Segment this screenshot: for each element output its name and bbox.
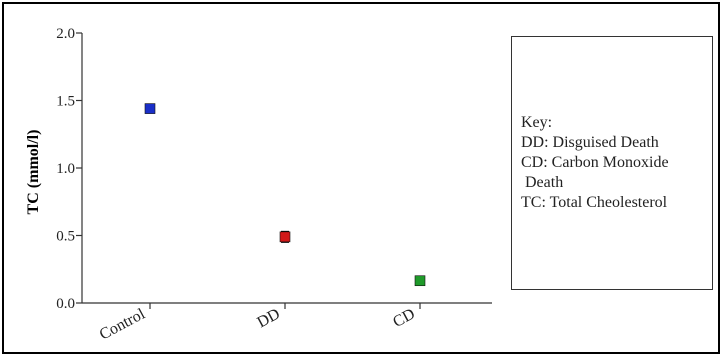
data-point bbox=[414, 275, 426, 287]
key-line-title: Key: bbox=[521, 114, 553, 131]
y-tick-label: 0.5 bbox=[56, 229, 75, 245]
x-tick-label: CD bbox=[390, 306, 418, 331]
y-tick-label: 0.0 bbox=[56, 296, 75, 312]
key-line-tc: TC: Total Cheolesterol bbox=[521, 194, 668, 211]
x-ticks: Control DD CD bbox=[97, 303, 421, 343]
data-marks bbox=[144, 103, 426, 287]
y-tick-label: 2.0 bbox=[56, 26, 75, 42]
axes bbox=[81, 33, 492, 304]
key-line-dd: DD: Disguised Death bbox=[521, 134, 659, 151]
x-tick-label: Control bbox=[97, 305, 149, 343]
data-point bbox=[279, 231, 291, 243]
x-tick-label: DD bbox=[254, 306, 282, 332]
y-ticks: 0.0 0.5 1.0 1.5 2.0 bbox=[56, 26, 82, 312]
key-box: Key: DD: Disguised Death CD: Carbon Mono… bbox=[511, 36, 713, 290]
y-tick-label: 1.0 bbox=[56, 161, 75, 177]
y-axis-label: TC (mmol/l) bbox=[25, 130, 42, 215]
key-line-cd-cont: Death bbox=[521, 174, 564, 191]
y-tick-label: 1.5 bbox=[56, 94, 75, 110]
key-line-cd: CD: Carbon Monoxide bbox=[521, 154, 669, 171]
data-point bbox=[144, 103, 156, 114]
